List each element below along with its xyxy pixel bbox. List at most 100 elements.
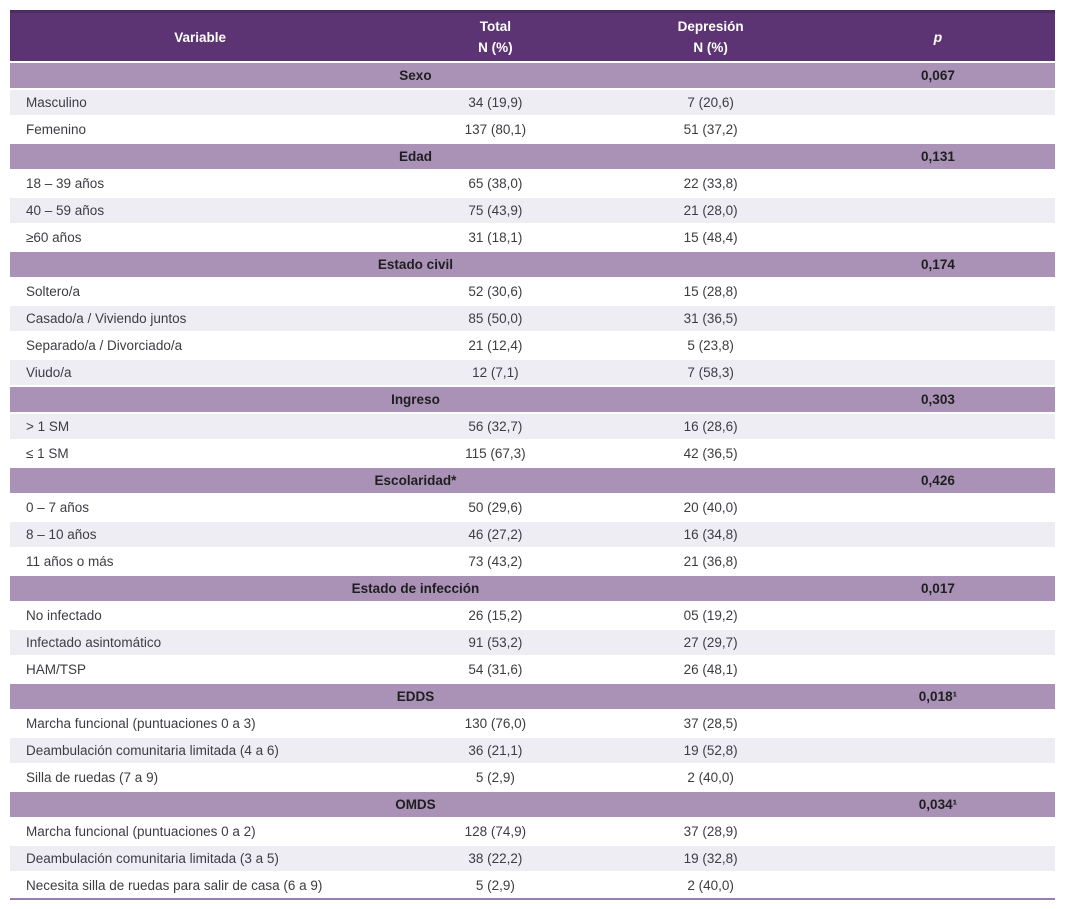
row-p (820, 764, 1055, 792)
row-variable: Casado/a / Viviendo juntos (10, 305, 391, 333)
row-p (820, 305, 1055, 333)
row-variable: ≤ 1 SM (10, 440, 391, 468)
section-label: Estado de infección (10, 575, 821, 603)
section-row: OMDS 0,034¹ (10, 791, 1055, 819)
section-row: EDDS 0,018¹ (10, 683, 1055, 711)
section-label: Escolaridad* (10, 467, 821, 495)
row-depresion: 20 (40,0) (600, 494, 821, 522)
section-row: Edad 0,131 (10, 143, 1055, 171)
row-p (820, 359, 1055, 387)
row-total: 56 (32,7) (390, 413, 601, 441)
row-p (820, 332, 1055, 360)
row-total: 31 (18,1) (390, 224, 601, 252)
row-p (820, 602, 1055, 630)
row-variable: > 1 SM (10, 413, 391, 441)
row-total: 21 (12,4) (390, 332, 601, 360)
table-row: Deambulación comunitaria limitada (3 a 5… (10, 845, 1055, 873)
row-total: 73 (43,2) (390, 548, 601, 576)
section-row: Estado de infección 0,017 (10, 575, 1055, 603)
row-depresion: 15 (48,4) (600, 224, 821, 252)
row-depresion: 05 (19,2) (600, 602, 821, 630)
row-total: 46 (27,2) (390, 521, 601, 549)
row-p (820, 656, 1055, 684)
section-row: Escolaridad* 0,426 (10, 467, 1055, 495)
section-label: Estado civil (10, 251, 821, 279)
section-label: OMDS (10, 791, 821, 819)
section-p-value: 0,174 (820, 251, 1055, 279)
row-variable: Marcha funcional (puntuaciones 0 a 2) (10, 818, 391, 846)
table-row: 18 – 39 años 65 (38,0) 22 (33,8) (10, 170, 1055, 198)
section-label: EDDS (10, 683, 821, 711)
table-row: Marcha funcional (puntuaciones 0 a 2) 128… (10, 818, 1055, 846)
section-row: Ingreso 0,303 (10, 386, 1055, 414)
row-total: 137 (80,1) (390, 116, 601, 144)
row-total: 50 (29,6) (390, 494, 601, 522)
row-variable: Viudo/a (10, 359, 391, 387)
row-depresion: 31 (36,5) (600, 305, 821, 333)
row-depresion: 16 (34,8) (600, 521, 821, 549)
column-header-total-line2: N (%) (478, 40, 513, 55)
table-row: 11 años o más 73 (43,2) 21 (36,8) (10, 548, 1055, 576)
section-p-value: 0,426 (820, 467, 1055, 495)
table-row: HAM/TSP 54 (31,6) 26 (48,1) (10, 656, 1055, 684)
row-total: 26 (15,2) (390, 602, 601, 630)
table-row: Marcha funcional (puntuaciones 0 a 3) 130… (10, 710, 1055, 738)
row-depresion: 21 (36,8) (600, 548, 821, 576)
table-row: Soltero/a 52 (30,6) 15 (28,8) (10, 278, 1055, 306)
row-total: 54 (31,6) (390, 656, 601, 684)
table-row: Deambulación comunitaria limitada (4 a 6… (10, 737, 1055, 765)
section-row: Sexo 0,067 (10, 62, 1055, 90)
row-variable: 11 años o más (10, 548, 391, 576)
column-header-p-label: p (933, 28, 943, 45)
row-total: 85 (50,0) (390, 305, 601, 333)
row-depresion: 7 (58,3) (600, 359, 821, 387)
row-depresion: 2 (40,0) (600, 872, 821, 900)
row-depresion: 19 (32,8) (600, 845, 821, 873)
row-depresion: 15 (28,8) (600, 278, 821, 306)
row-p (820, 818, 1055, 846)
table-row: ≤ 1 SM 115 (67,3) 42 (36,5) (10, 440, 1055, 468)
row-total: 115 (67,3) (390, 440, 601, 468)
row-depresion: 37 (28,9) (600, 818, 821, 846)
row-variable: Marcha funcional (puntuaciones 0 a 3) (10, 710, 391, 738)
column-header-total-line1: Total (479, 19, 512, 34)
row-depresion: 42 (36,5) (600, 440, 821, 468)
row-variable: No infectado (10, 602, 391, 630)
section-label: Edad (10, 143, 821, 171)
section-label: Ingreso (10, 386, 821, 414)
depression-table: Variable Total N (%) Depresión N (%) p S… (10, 10, 1055, 900)
section-p-value: 0,034¹ (820, 791, 1055, 819)
table-row: ≥60 años 31 (18,1) 15 (48,4) (10, 224, 1055, 252)
row-depresion: 26 (48,1) (600, 656, 821, 684)
row-variable: ≥60 años (10, 224, 391, 252)
row-p (820, 521, 1055, 549)
section-p-value: 0,017 (820, 575, 1055, 603)
row-variable: Infectado asintomático (10, 629, 391, 657)
table-row: No infectado 26 (15,2) 05 (19,2) (10, 602, 1055, 630)
row-total: 91 (53,2) (390, 629, 601, 657)
row-total: 52 (30,6) (390, 278, 601, 306)
row-p (820, 737, 1055, 765)
row-p (820, 116, 1055, 144)
row-p (820, 629, 1055, 657)
row-variable: Silla de ruedas (7 a 9) (10, 764, 391, 792)
row-depresion: 5 (23,8) (600, 332, 821, 360)
table-row: Femenino 137 (80,1) 51 (37,2) (10, 116, 1055, 144)
table-row: Masculino 34 (19,9) 7 (20,6) (10, 89, 1055, 117)
row-variable: Femenino (10, 116, 391, 144)
row-depresion: 16 (28,6) (600, 413, 821, 441)
row-p (820, 197, 1055, 225)
row-total: 75 (43,9) (390, 197, 601, 225)
row-p (820, 224, 1055, 252)
row-variable: Deambulación comunitaria limitada (3 a 5… (10, 845, 391, 873)
row-depresion: 19 (52,8) (600, 737, 821, 765)
row-variable: Necesita silla de ruedas para salir de c… (10, 872, 391, 900)
header-row: Variable Total N (%) Depresión N (%) p (10, 11, 1055, 63)
row-p (820, 413, 1055, 441)
row-variable: HAM/TSP (10, 656, 391, 684)
section-p-value: 0,131 (820, 143, 1055, 171)
section-row: Estado civil 0,174 (10, 251, 1055, 279)
row-p (820, 494, 1055, 522)
row-depresion: 7 (20,6) (600, 89, 821, 117)
